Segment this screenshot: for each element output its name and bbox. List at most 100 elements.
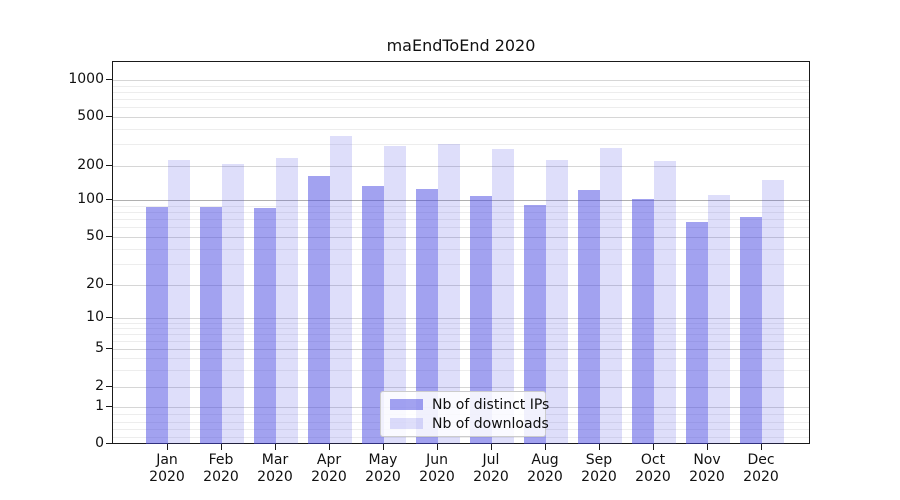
gridline-minor: [113, 128, 809, 130]
bar-nb-of-downloads-apr: [330, 136, 352, 444]
gridline-minor: [113, 327, 809, 329]
y-tick-mark: [106, 443, 112, 444]
x-tick-label-dec: Dec 2020: [726, 452, 796, 486]
bar-nb-of-distinct-ips-may: [362, 186, 384, 444]
legend: Nb of distinct IPs Nb of downloads: [380, 391, 549, 437]
bar-nb-of-downloads-feb: [222, 164, 244, 444]
gridline-minor: [113, 219, 809, 221]
x-tick-label-may: May 2020: [348, 452, 418, 486]
bar-nb-of-distinct-ips-jan: [146, 206, 168, 444]
gridline-minor: [113, 340, 809, 342]
legend-row: Nb of distinct IPs: [390, 397, 549, 413]
y-tick-mark: [106, 317, 112, 318]
y-tick-mark: [106, 199, 112, 200]
y-tick-label-1: 1: [95, 398, 104, 414]
legend-swatch-nb-of-distinct-ips: [390, 399, 423, 410]
gridline-minor: [113, 211, 809, 213]
y-tick-label-500: 500: [77, 108, 104, 124]
bar-nb-of-distinct-ips-apr: [308, 176, 330, 444]
bar-nb-of-distinct-ips-dec: [740, 217, 762, 444]
gridline-minor: [113, 322, 809, 324]
x-tick-month: Mar: [261, 452, 289, 468]
x-tick-label-oct: Oct 2020: [618, 452, 688, 486]
x-tick-mark: [599, 444, 600, 450]
chart-title: maEndToEnd 2020: [386, 36, 536, 55]
y-tick-label-200: 200: [77, 157, 104, 173]
y-tick-label-100: 100: [77, 191, 104, 207]
x-tick-year: 2020: [473, 469, 509, 485]
bar-nb-of-downloads-dec: [762, 180, 784, 444]
y-tick-mark: [106, 116, 112, 117]
gridline-minor: [113, 263, 809, 265]
x-tick-mark: [545, 444, 546, 450]
x-tick-month: Sep: [585, 452, 613, 468]
gridline-major: [113, 349, 809, 350]
y-tick-label-1000: 1000: [68, 71, 104, 87]
bar-nb-of-downloads-oct: [654, 160, 676, 444]
gridline-minor: [113, 370, 809, 372]
x-tick-mark: [167, 444, 168, 450]
x-tick-mark: [707, 444, 708, 450]
x-tick-mark: [383, 444, 384, 450]
bar-nb-of-distinct-ips-feb: [200, 206, 222, 444]
y-tick-mark: [106, 79, 112, 80]
x-tick-label-mar: Mar 2020: [240, 452, 310, 486]
y-tick-label-50: 50: [86, 228, 104, 244]
x-tick-year: 2020: [365, 469, 401, 485]
gridline-minor: [113, 91, 809, 93]
gridline-major: [113, 318, 809, 319]
gridline-minor: [113, 85, 809, 87]
y-tick-mark: [106, 348, 112, 349]
x-tick-mark: [329, 444, 330, 450]
x-tick-year: 2020: [635, 469, 671, 485]
gridline-minor: [113, 99, 809, 101]
y-tick-mark: [106, 236, 112, 237]
x-tick-mark: [221, 444, 222, 450]
x-tick-label-jul: Jul 2020: [456, 452, 526, 486]
y-tick-label-20: 20: [86, 276, 104, 292]
gridline-minor: [113, 333, 809, 335]
legend-swatch-nb-of-downloads: [390, 418, 423, 429]
x-tick-year: 2020: [149, 469, 185, 485]
bar-nb-of-downloads-jan: [168, 159, 190, 444]
bar-nb-of-distinct-ips-aug: [524, 205, 546, 444]
x-tick-month: Jan: [156, 452, 178, 468]
legend-label-nb-of-distinct-ips: Nb of distinct IPs: [432, 396, 550, 413]
gridline-major: [113, 387, 809, 388]
x-tick-label-nov: Nov 2020: [672, 452, 742, 486]
bar-nb-of-downloads-mar: [276, 158, 298, 444]
y-tick-label-2: 2: [95, 378, 104, 394]
x-tick-month: Apr: [316, 452, 342, 468]
x-tick-year: 2020: [689, 469, 725, 485]
bar-nb-of-downloads-jun: [438, 144, 460, 444]
x-tick-mark: [761, 444, 762, 450]
x-tick-year: 2020: [203, 469, 239, 485]
x-tick-mark: [275, 444, 276, 450]
bar-nb-of-downloads-may: [384, 146, 406, 444]
x-tick-month: Feb: [208, 452, 234, 468]
x-tick-year: 2020: [743, 469, 779, 485]
bar-nb-of-downloads-nov: [708, 195, 730, 444]
bar-nb-of-distinct-ips-jul: [470, 196, 492, 444]
x-tick-month: Oct: [640, 452, 666, 468]
gridline-major: [113, 285, 809, 286]
bar-nb-of-distinct-ips-sep: [578, 190, 600, 444]
gridline-minor: [113, 436, 809, 438]
reference-line-100: [113, 200, 809, 201]
x-tick-month: Nov: [693, 452, 721, 468]
gridline-minor: [113, 248, 809, 250]
bar-nb-of-distinct-ips-oct: [632, 198, 654, 444]
x-tick-month: Aug: [531, 452, 559, 468]
legend-label-nb-of-downloads: Nb of downloads: [432, 415, 549, 432]
x-tick-month: May: [368, 452, 398, 468]
x-tick-year: 2020: [257, 469, 293, 485]
x-tick-label-jan: Jan 2020: [132, 452, 202, 486]
bar-nb-of-distinct-ips-jun: [416, 188, 438, 444]
x-tick-label-aug: Aug 2020: [510, 452, 580, 486]
y-tick-label-10: 10: [86, 309, 104, 325]
y-tick-label-5: 5: [95, 340, 104, 356]
plot-area: [112, 61, 810, 444]
x-tick-month: Dec: [747, 452, 775, 468]
bar-nb-of-distinct-ips-mar: [254, 207, 276, 444]
x-tick-label-apr: Apr 2020: [294, 452, 364, 486]
